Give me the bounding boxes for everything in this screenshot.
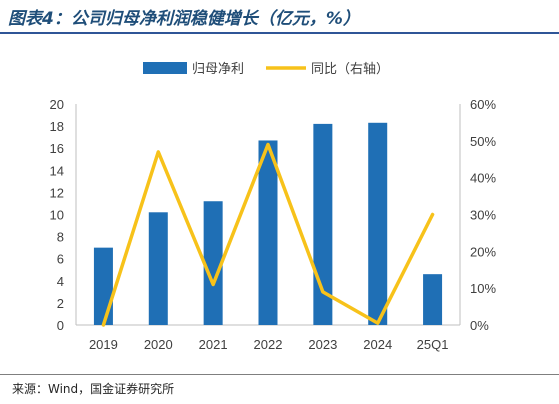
x-tick-label: 2022 — [254, 337, 283, 352]
x-tick-label: 2019 — [89, 337, 118, 352]
line-series — [101, 142, 435, 327]
y-left-tick-label: 4 — [57, 274, 64, 289]
y-left-tick-label: 12 — [50, 185, 64, 200]
y-right-tick-label: 20% — [470, 244, 496, 259]
chart-legend: 归母净利 同比（右轴） — [143, 62, 389, 77]
legend-label-line: 同比（右轴） — [311, 62, 389, 77]
bar-2021 — [203, 201, 223, 325]
y-left-tick-label: 8 — [57, 230, 64, 245]
bar-2024 — [368, 122, 388, 325]
y-right-tick-label: 10% — [470, 281, 496, 296]
x-tick-label: 2021 — [199, 337, 228, 352]
y-left-tick-label: 20 — [50, 97, 64, 112]
x-tick-label: 2020 — [144, 337, 173, 352]
y-right-tick-label: 0% — [470, 318, 489, 333]
chart-axes: 0 2 4 6 8 10 12 14 16 18 20 0% 10% 20% 30% 40% 50% 60% 201… — [50, 97, 497, 352]
y-left-tick-label: 16 — [50, 141, 64, 156]
source-note: 来源：Wind，国金证券研究所 — [12, 382, 175, 396]
x-tick-label: 2023 — [308, 337, 337, 352]
y-right-tick-label: 60% — [470, 97, 496, 112]
y-left-tick-label: 10 — [50, 208, 64, 223]
y-left-tick-label: 2 — [57, 296, 64, 311]
chart-title: 图表4：公司归母净利润稳健增长（亿元，%） — [8, 9, 360, 29]
bar-2020 — [148, 212, 168, 325]
y-right-tick-label: 50% — [470, 134, 496, 149]
source-rule — [0, 374, 559, 375]
y-left-tick-label: 6 — [57, 252, 64, 267]
y-left-tick-label: 0 — [57, 318, 64, 333]
y-right-tick-label: 30% — [470, 208, 496, 223]
bar-2022 — [258, 140, 278, 325]
x-tick-label: 2024 — [363, 337, 392, 352]
bar-25Q1 — [423, 274, 443, 325]
y-left-tick-label: 18 — [50, 119, 64, 134]
y-left-tick-label: 14 — [50, 163, 64, 178]
y-right-tick-label: 40% — [470, 171, 496, 186]
legend-swatch-bar — [143, 62, 187, 74]
combo-chart: 归母净利 同比（右轴） 0 2 4 6 8 10 12 14 16 18 20 0% 10% 20% 30% 4… — [50, 62, 497, 352]
bar-series — [93, 122, 443, 325]
title-rule — [0, 32, 559, 34]
x-tick-label: 25Q1 — [417, 337, 449, 352]
legend-label-bar: 归母净利 — [192, 62, 244, 77]
bar-2019 — [93, 247, 113, 325]
